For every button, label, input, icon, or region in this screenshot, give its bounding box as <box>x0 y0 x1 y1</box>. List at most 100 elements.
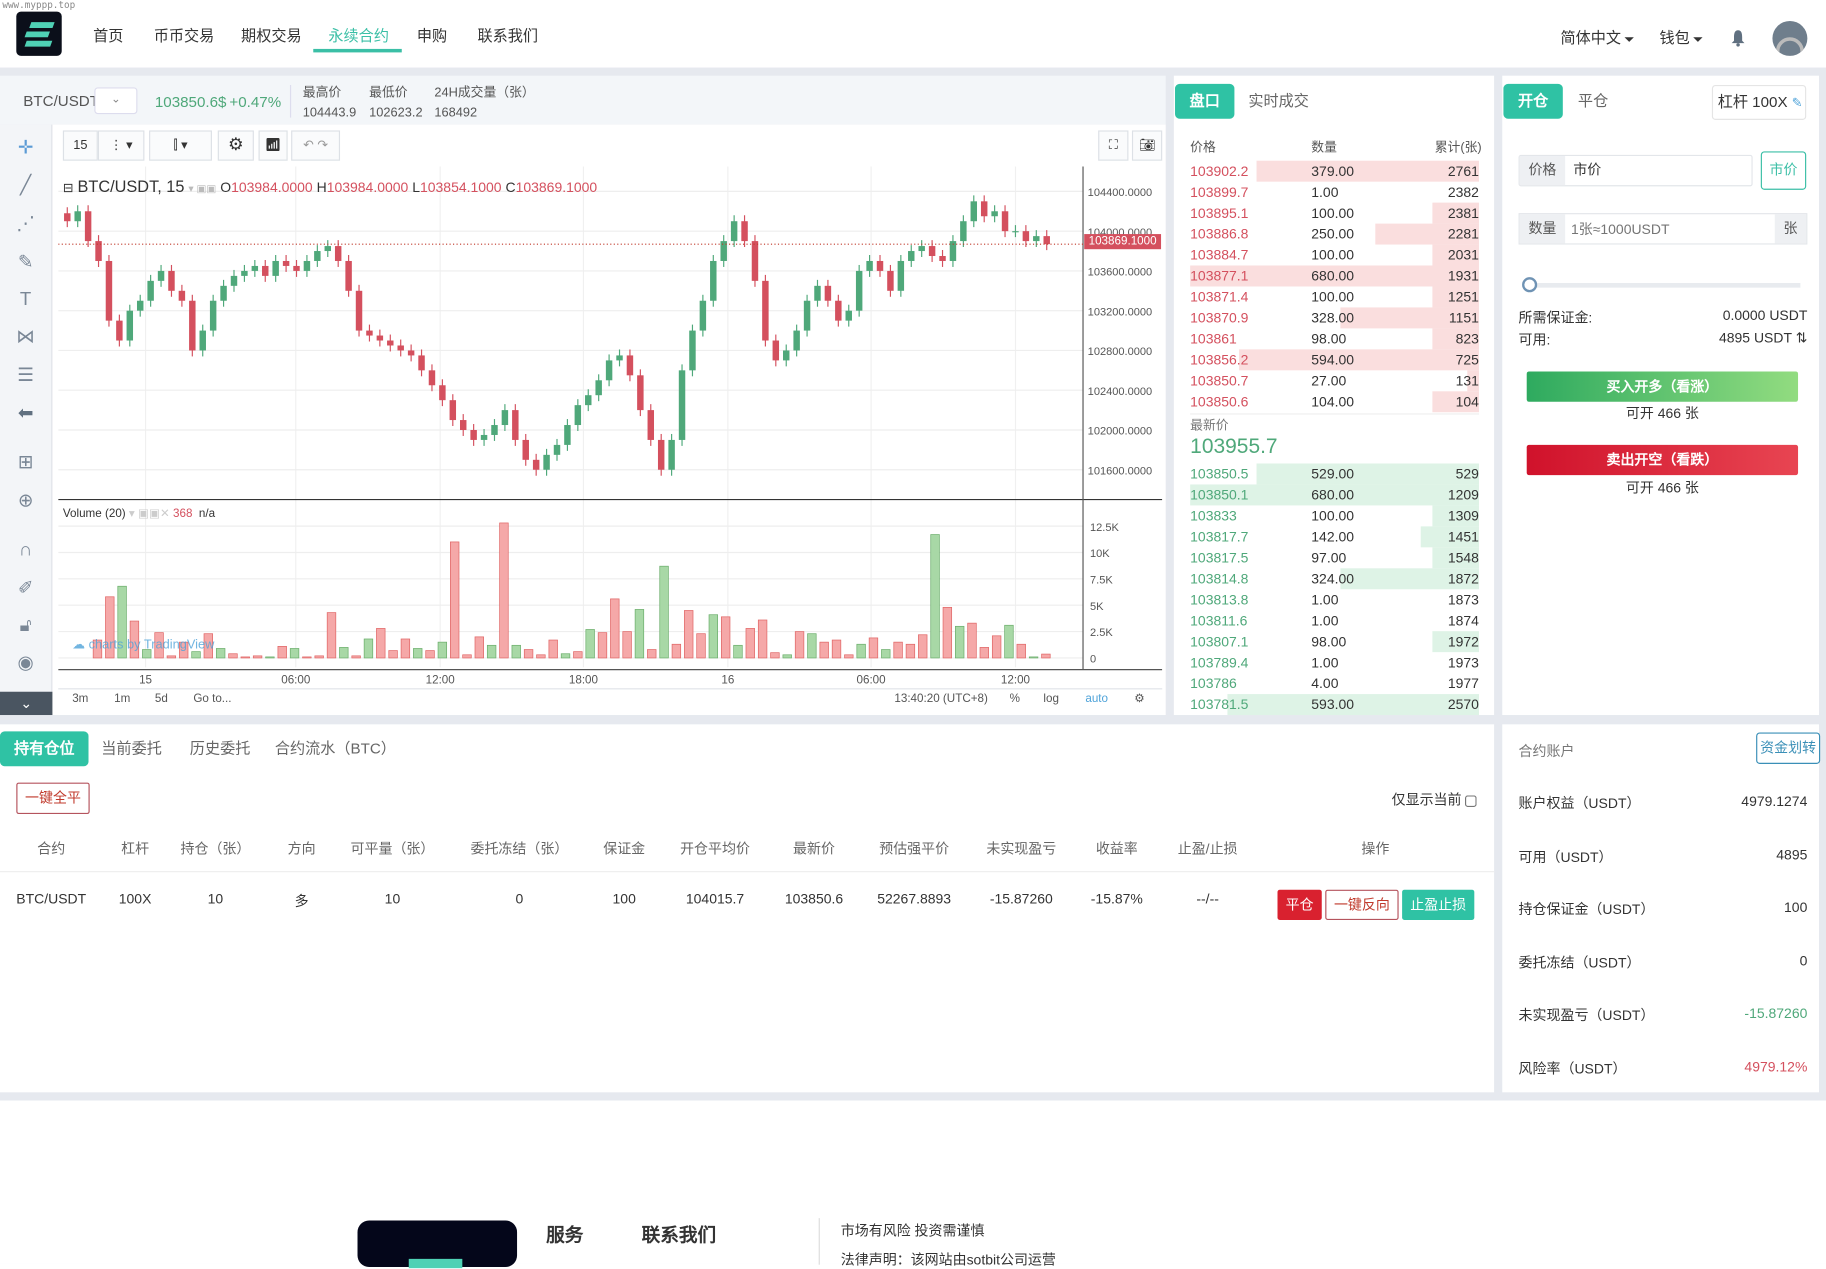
ask-row[interactable]: 103895.1 100.00 2381 <box>1181 202 1486 224</box>
tp-sl-button[interactable]: 止盈止损 <box>1402 889 1475 920</box>
tab-open[interactable]: 开仓 <box>1503 83 1563 119</box>
collapse-toolbar-button[interactable]: ⌄ <box>0 691 53 716</box>
tab-contract-flow[interactable]: 合约流水（BTC） <box>274 739 396 757</box>
text-icon[interactable]: T <box>19 289 32 310</box>
close-position-button[interactable]: 平仓 <box>1277 889 1322 920</box>
amount-slider[interactable] <box>1522 277 1801 293</box>
tab-order-history[interactable]: 历史委托 <box>189 739 251 757</box>
redo-icon[interactable]: ↷ <box>317 138 329 153</box>
nav-contact[interactable]: 联系我们 <box>477 26 539 45</box>
ask-row[interactable]: 103856.2 594.00 725 <box>1181 349 1486 371</box>
transfer-icon[interactable]: ⇅ <box>1795 329 1808 346</box>
ask-price: 103850.7 <box>1190 372 1249 389</box>
ask-row[interactable]: 103877.1 680.00 1931 <box>1181 265 1486 287</box>
undo-redo-buttons[interactable]: ↶ ↷ <box>291 130 341 161</box>
wallet-dropdown[interactable]: 钱包 <box>1659 26 1703 48</box>
quantity-field[interactable]: 数量 张 <box>1518 213 1808 245</box>
ask-row[interactable]: 103884.7 100.00 2031 <box>1181 244 1486 266</box>
pattern-icon[interactable]: ⋈ <box>16 327 35 348</box>
footer-services[interactable]: 服务 <box>546 1226 584 1247</box>
log-toggle[interactable]: log <box>1043 692 1059 706</box>
chart-settings-gear-icon[interactable]: ⚙ <box>1134 692 1145 706</box>
avatar[interactable] <box>1772 20 1808 56</box>
undo-icon[interactable]: ↶ <box>303 138 314 153</box>
close-all-button[interactable]: 一键全平 <box>16 782 90 815</box>
goto-button[interactable]: Go to... <box>193 692 232 706</box>
tab-positions[interactable]: 持有仓位 <box>0 731 89 767</box>
quantity-input[interactable] <box>1570 215 1775 243</box>
bid-row[interactable]: 103789.4 1.00 1973 <box>1181 652 1486 673</box>
trend-line-icon[interactable]: ╱ <box>19 175 32 196</box>
ask-row[interactable]: 103861 98.00 823 <box>1181 328 1486 350</box>
nav-options[interactable]: 期权交易 <box>241 26 302 45</box>
bid-row[interactable]: 103781.5 593.00 2570 <box>1181 694 1486 716</box>
nav-spot[interactable]: 币币交易 <box>153 26 215 45</box>
range-3m[interactable]: 3m <box>72 692 89 706</box>
percent-toggle[interactable]: % <box>1009 692 1021 706</box>
buy-long-button[interactable]: 买入开多（看涨） <box>1526 371 1799 402</box>
bid-row[interactable]: 103850.5 529.00 529 <box>1181 463 1486 485</box>
logo[interactable] <box>16 11 62 56</box>
eye-icon[interactable]: ◉ <box>17 653 34 674</box>
screenshot-button[interactable]: 📷︎ <box>1131 130 1163 161</box>
arrow-left-icon[interactable]: ⬅ <box>17 404 34 424</box>
fib-icon[interactable]: ⋰ <box>16 214 35 235</box>
ask-row[interactable]: 103899.7 1.00 2382 <box>1181 182 1486 203</box>
ruler-icon[interactable]: ⊞ <box>17 453 34 473</box>
interval-button[interactable]: 15 <box>62 130 98 161</box>
ask-row[interactable]: 103871.4 100.00 1251 <box>1181 286 1486 308</box>
leverage-button[interactable]: 杠杆 100X ✎ <box>1711 85 1807 120</box>
ask-row[interactable]: 103850.7 27.00 131 <box>1181 370 1486 392</box>
bid-row[interactable]: 103814.8 324.00 1872 <box>1181 568 1486 590</box>
bid-row[interactable]: 103817.5 97.00 1548 <box>1181 547 1486 569</box>
range-5d[interactable]: 5d <box>154 692 168 706</box>
fullscreen-button[interactable]: ⛶ <box>1098 130 1129 161</box>
nav-perpetual[interactable]: 永续合约 <box>328 26 389 45</box>
bid-row[interactable]: 103813.8 1.00 1873 <box>1181 589 1486 610</box>
auto-toggle[interactable]: auto <box>1085 692 1109 706</box>
brush-icon[interactable]: ✎ <box>17 252 34 273</box>
bid-row[interactable]: 103811.6 1.00 1874 <box>1181 610 1486 631</box>
ask-row[interactable]: 103870.9 328.00 1151 <box>1181 307 1486 329</box>
market-price-button[interactable]: 市价 <box>1760 151 1807 190</box>
bid-row[interactable]: 103786 4.00 1977 <box>1181 673 1486 694</box>
indicators-button[interactable]: 📶︎ <box>258 130 288 161</box>
bid-row[interactable]: 103833 100.00 1309 <box>1181 505 1486 527</box>
slider-handle[interactable] <box>1522 277 1538 293</box>
collapse-legend-icon[interactable]: ⊟ <box>62 181 74 196</box>
language-dropdown[interactable]: 简体中文 <box>1560 26 1634 48</box>
range-1m[interactable]: 1m <box>114 692 131 706</box>
lock-drawing-icon[interactable]: ✐ <box>17 578 34 599</box>
tab-open-orders[interactable]: 当前委托 <box>101 739 162 757</box>
only-current-checkbox[interactable] <box>1465 795 1478 807</box>
fund-transfer-button[interactable]: 资金划转 <box>1756 732 1821 764</box>
sell-short-button[interactable]: 卖出开空（看跌） <box>1526 444 1799 476</box>
ask-row[interactable]: 103886.8 250.00 2281 <box>1181 223 1486 245</box>
nav-home[interactable]: 首页 <box>93 26 124 45</box>
bid-row[interactable]: 103850.1 680.00 1209 <box>1181 484 1486 506</box>
reverse-position-button[interactable]: 一键反向 <box>1325 889 1399 920</box>
bell-icon[interactable] <box>1731 29 1746 47</box>
interval-menu-button[interactable]: ⋮ ▾ <box>97 130 145 161</box>
bid-row[interactable]: 103817.7 142.00 1451 <box>1181 526 1486 548</box>
measure-icon[interactable]: ☰ <box>17 365 34 386</box>
only-current-toggle[interactable]: 仅显示当前 <box>1392 790 1478 810</box>
ask-row[interactable]: 103902.2 379.00 2761 <box>1181 160 1486 182</box>
zoom-in-icon[interactable]: ⊕ <box>17 491 34 512</box>
tab-trades[interactable]: 实时成交 <box>1248 91 1309 110</box>
nav-subscribe[interactable]: 申购 <box>416 26 448 45</box>
magnet-icon[interactable]: ∩ <box>18 540 33 561</box>
chart-type-button[interactable]: ⫿ ▾ <box>149 130 212 161</box>
unlock-icon[interactable]: 🔓︎ <box>19 616 32 636</box>
tradingview-watermark[interactable]: ☁ charts by TradingView <box>72 638 215 653</box>
price-field[interactable]: 价格 市价 <box>1518 154 1753 187</box>
bid-row[interactable]: 103807.1 98.00 1972 <box>1181 631 1486 653</box>
crosshair-icon[interactable]: ✛ <box>17 138 34 159</box>
ask-row[interactable]: 103850.6 104.00 104 <box>1181 391 1486 413</box>
pair-select[interactable]: ⌄ <box>94 87 138 115</box>
tab-orderbook[interactable]: 盘口 <box>1175 83 1235 119</box>
settings-button[interactable]: ⚙ <box>217 130 254 161</box>
tab-close[interactable]: 平仓 <box>1577 91 1609 110</box>
price-chart[interactable]: 15 06:00 12:00 18:00 16 06:00 12:00 104400.0000… <box>58 166 1163 709</box>
footer-contact[interactable]: 联系我们 <box>641 1226 717 1247</box>
